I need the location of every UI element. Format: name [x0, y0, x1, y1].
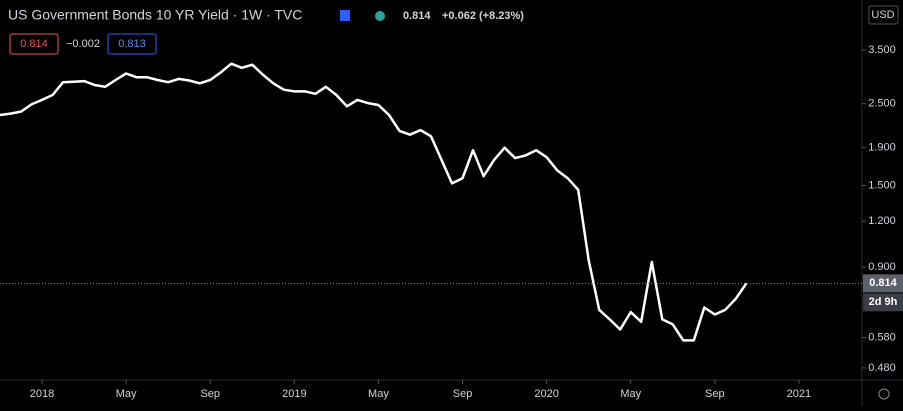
ask: 0.813	[118, 38, 146, 50]
flag-icon	[340, 10, 350, 21]
bid: 0.814	[20, 38, 48, 50]
price-line	[0, 62, 748, 342]
y-tick-label: 0.580	[868, 331, 896, 343]
currency-box[interactable]	[868, 5, 899, 25]
x-tick-label: May	[368, 388, 389, 400]
bid-box	[9, 33, 59, 55]
x-tick-label: 2020	[534, 388, 558, 400]
currency[interactable]: USD	[871, 9, 894, 21]
x-tick-label: May	[116, 388, 137, 400]
last-price-label: 0.814	[869, 277, 897, 289]
y-tick-label: 1.200	[868, 215, 896, 227]
x-tick-label: May	[620, 388, 641, 400]
x-tick-label: Sep	[200, 388, 220, 400]
y-tick-label: 1.500	[868, 179, 896, 191]
y-tick-label: 1.900	[868, 142, 896, 154]
x-tick-label: Sep	[453, 388, 473, 400]
y-tick-label: 0.480	[868, 362, 896, 374]
header-price: 0.814	[403, 10, 431, 22]
x-tick-label: 2021	[787, 388, 811, 400]
header-change: +0.062 (+8.23%)	[442, 10, 524, 22]
settings-icon[interactable]	[878, 388, 890, 400]
countdown: 2d 9h	[869, 296, 898, 308]
status-dot[interactable]	[375, 11, 385, 21]
x-tick-label: Sep	[705, 388, 725, 400]
x-tick-label: 2019	[282, 388, 306, 400]
y-tick-label: 3.500	[868, 44, 896, 56]
last-price-tag	[863, 274, 903, 293]
countdown-tag	[863, 293, 903, 312]
ask-box	[107, 33, 157, 55]
x-tick-label: 2018	[30, 388, 54, 400]
y-tick-label: 0.900	[868, 261, 896, 273]
symbol-title: US Government Bonds 10 YR Yield · 1W · T…	[8, 7, 302, 23]
spread: −0.002	[66, 38, 100, 50]
y-tick-label: 2.500	[868, 98, 896, 110]
